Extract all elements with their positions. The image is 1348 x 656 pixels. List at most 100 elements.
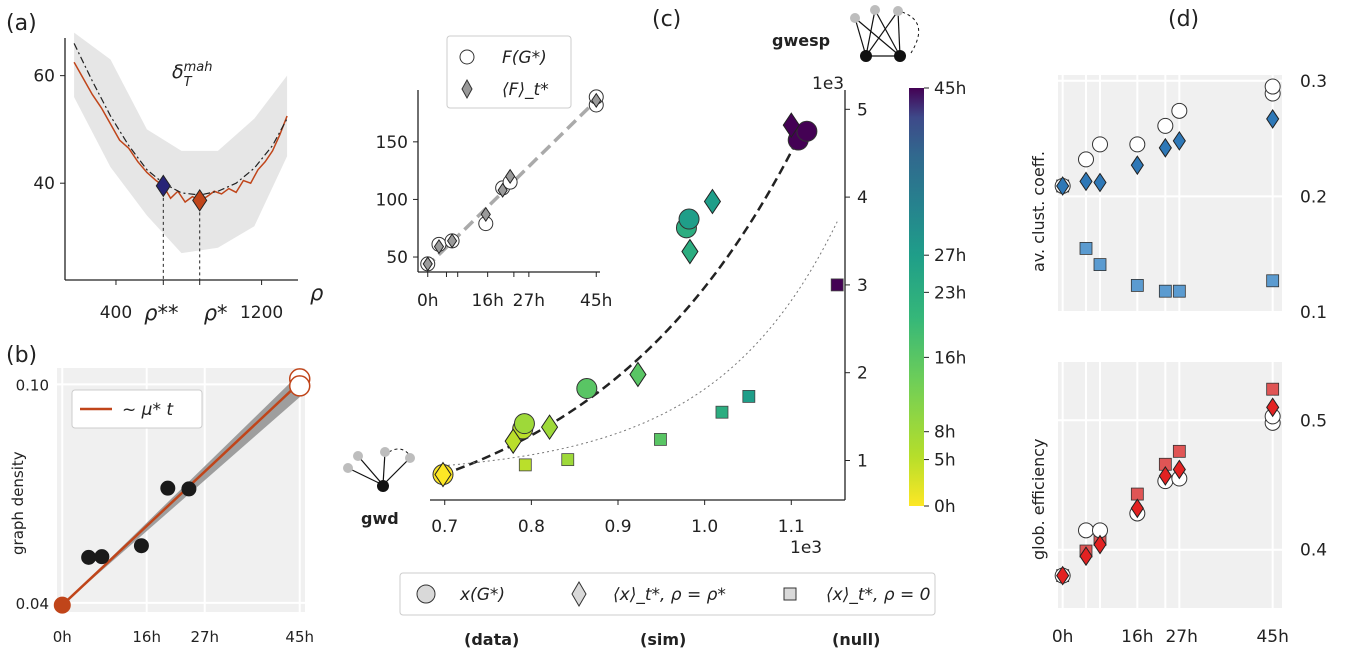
panel-c-ytick-label: 3 (857, 276, 868, 296)
panel-d-bottom-xtick-label: 16h (1121, 627, 1153, 647)
panel-c-null-point (715, 405, 729, 419)
inset-sim-point (497, 182, 508, 198)
panel-c-xtick-label: 1.0 (691, 517, 718, 537)
colorbar-tick-label: 23h (934, 283, 966, 303)
inset-sim-point (422, 256, 433, 272)
colorbar-tick-label: 27h (934, 246, 966, 266)
panel-d-bottom-sim-point (1130, 498, 1144, 519)
panel-d-bottom-null-point (1130, 487, 1144, 501)
panel-d-top-null-point (1130, 279, 1144, 292)
panel-c-chart: 0.7 0.8 0.9 1.0 1.1 1 2 3 4 5 (430, 90, 868, 537)
gwesp-label: gwesp (772, 31, 830, 50)
panel-c-xtick-label: 1.1 (778, 517, 805, 537)
panel-c-xtick-label: 0.7 (431, 517, 458, 537)
panel-a-marker-label: ρ** (144, 301, 178, 325)
panel-d-bottom-xtick-label: 27h (1165, 627, 1197, 647)
panel-b-point (81, 549, 97, 565)
gwd-icon (343, 447, 415, 492)
panel-a-xtick-label: 1200 (240, 303, 283, 323)
panel-d-top-sim-point (1093, 172, 1107, 193)
bottom-legend-null: ⟨x⟩_t*, ρ = 0 (826, 585, 930, 605)
panel-d-top-sim-point (1056, 176, 1070, 196)
colorbar-tick-label: 45h (934, 79, 966, 99)
panel-d-top-null-point (1079, 242, 1093, 255)
panel-a-marker (155, 174, 171, 198)
panel-c-data-point (513, 413, 535, 435)
panel-d-bottom-sim-point (1158, 466, 1172, 486)
panel-b-point (133, 538, 149, 554)
panel-d-top-data-point (1264, 78, 1281, 95)
panel-b-legend-text: ~ μ* t (122, 400, 174, 420)
colorbar: 0h 5h 8h 16h 23h 27h 45h (909, 79, 966, 517)
panel-d-top-sim-point (1158, 137, 1172, 158)
panel-c-null-point (561, 453, 575, 467)
panel-label-a: (a) (6, 11, 37, 36)
bottom-legend-data: x(G*) (459, 585, 505, 605)
panel-b-ylabel: graph density (9, 451, 27, 555)
inset-ytick-label: 50 (386, 248, 408, 268)
inset-legend: F(G*) ⟨F⟩_t* (446, 35, 572, 109)
panel-d-top-data-point (1171, 102, 1188, 119)
panel-a-xlabel: ρ (310, 281, 324, 305)
panel-a-sim-line (73, 61, 288, 204)
panel-a-inset-chart: 50 100 150 0h 16h 27h 45h (376, 89, 612, 311)
panel-a-marker-label: ρ* (204, 301, 228, 325)
panel-d-bottom-sim-point (1172, 459, 1186, 480)
panel-c-ytick-label: 5 (857, 100, 868, 120)
panel-c-xtick-label: 0.8 (518, 517, 545, 537)
panel-b-xtick-label: 27h (190, 628, 219, 646)
panel-b-xtick-label: 0h (53, 628, 72, 646)
panel-a-chart: 40 60 400 1200 ρ** ρ* (33, 32, 298, 325)
panel-d-bottom-data-point (1078, 522, 1094, 539)
panel-d-bottom-xtick-label: 45h (1256, 627, 1288, 647)
panel-c-sim-point (681, 238, 699, 265)
panel-c-null-point (518, 458, 532, 472)
caption-sim: (sim) (640, 630, 686, 649)
panel-b-xtick-label: 45h (285, 628, 314, 646)
panel-c-data-point (678, 208, 700, 230)
caption-data: (data) (464, 630, 519, 649)
panel-b-xtick-label: 16h (132, 628, 161, 646)
panel-c-sim-point (782, 112, 800, 139)
colorbar-tick-label: 0h (934, 497, 956, 517)
panel-b-first-point (53, 596, 71, 614)
gwesp-icon (850, 5, 920, 62)
panel-c-null-point (654, 433, 667, 446)
panel-label-b: (b) (6, 343, 37, 368)
panel-c-y-exponent: 1e3 (812, 74, 844, 94)
panel-d-bottom-sim-point (1056, 565, 1070, 586)
bottom-legend-sim: ⟨x⟩_t*, ρ = ρ* (613, 585, 726, 605)
inset-ytick-label: 150 (376, 133, 408, 153)
panel-c-data-point (576, 378, 598, 400)
panel-d-top-null-point (1093, 258, 1107, 272)
panel-b-point (181, 481, 197, 497)
panel-c-sim-point (629, 361, 647, 388)
panel-d-top-sim-point (1266, 109, 1280, 129)
inset-xtick-label: 45h (580, 291, 612, 311)
panel-d-top-background (1058, 75, 1282, 312)
panel-d-top-data-point (1157, 117, 1174, 134)
panel-b-band (62, 373, 300, 606)
panel-d-bottom-null-point (1172, 444, 1186, 458)
inset-sim-point (505, 168, 516, 185)
panel-d-top-sim-point (1172, 130, 1186, 151)
panel-label-c: (c) (652, 7, 681, 32)
gwd-label: gwd (361, 509, 399, 528)
inset-xtick-label: 27h (513, 291, 545, 311)
panel-c-ytick-label: 2 (857, 364, 868, 384)
panel-a-ytick-label: 60 (33, 67, 55, 87)
panel-d-top-sim-point (1130, 155, 1144, 176)
caption-null: (null) (832, 630, 880, 649)
panel-b-ytick-label: 0.10 (16, 376, 49, 394)
panel-c-sim-point (703, 188, 722, 215)
panel-d-top-sim-point (1079, 171, 1093, 192)
panel-a-xtick-label: 400 (100, 303, 132, 323)
panel-c-sim-curve (442, 128, 804, 476)
panel-d-top-data-point (1092, 136, 1108, 153)
panel-c-sim-point (504, 428, 522, 455)
panel-d-bottom-chart: 0.4 0.5 0h 16h 27h 45h (1052, 362, 1327, 647)
panel-c-ytick-label: 4 (857, 188, 868, 208)
panel-b-point (94, 549, 110, 565)
panel-d-top-data-point (1129, 136, 1146, 153)
